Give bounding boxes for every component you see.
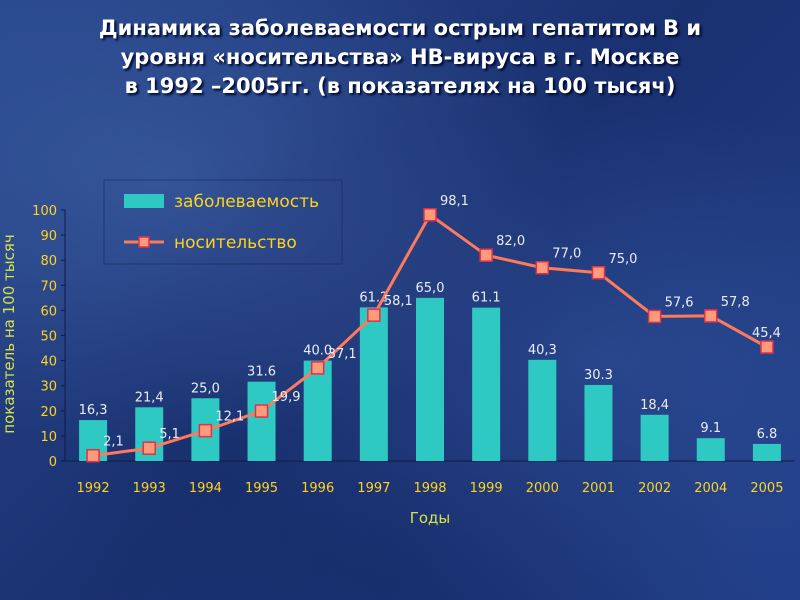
y-tick-label: 40 bbox=[40, 355, 57, 370]
title-line-3: в 1992 –2005гг. (в показателях на 100 ты… bbox=[124, 74, 676, 98]
bar-data-label: 18,4 bbox=[640, 398, 669, 413]
line-data-label: 82,0 bbox=[496, 234, 525, 249]
line-data-label: 45,4 bbox=[752, 326, 781, 341]
x-tick-label: 2001 bbox=[582, 481, 615, 496]
bar-data-label: 65,0 bbox=[416, 281, 445, 296]
bar bbox=[640, 414, 669, 461]
line-data-label: 2,1 bbox=[103, 435, 124, 450]
bar-data-label: 30.3 bbox=[584, 368, 613, 383]
legend-label-bars: заболеваемость bbox=[174, 192, 319, 212]
line-point bbox=[142, 441, 156, 455]
line-data-label: 12,1 bbox=[215, 410, 244, 425]
x-axis-title: Годы bbox=[410, 509, 451, 527]
bar-data-label: 61.1 bbox=[472, 291, 501, 306]
bar-data-label: 40,3 bbox=[528, 343, 557, 358]
line-data-label: 75,0 bbox=[608, 252, 637, 267]
line-data-label: 77,0 bbox=[552, 247, 581, 262]
x-tick-label: 1995 bbox=[245, 481, 278, 496]
x-tick-label: 2000 bbox=[526, 481, 559, 496]
legend-marker-swatch bbox=[138, 236, 150, 248]
bar-data-label: 21,4 bbox=[135, 390, 164, 405]
x-tick-label: 2005 bbox=[750, 481, 783, 496]
chart-title: Динамика заболеваемости острым гепатитом… bbox=[0, 14, 800, 101]
bar bbox=[303, 360, 332, 461]
x-tick-label: 1993 bbox=[133, 481, 166, 496]
line-point bbox=[198, 423, 213, 438]
x-tick-label: 2004 bbox=[694, 481, 727, 496]
line-point bbox=[86, 448, 100, 463]
title-line-1: Динамика заболеваемости острым гепатитом… bbox=[98, 16, 702, 40]
line-point bbox=[423, 208, 437, 222]
y-tick-label: 50 bbox=[40, 330, 57, 345]
line-data-label: 98,1 bbox=[440, 194, 469, 209]
bar-data-label: 6.8 bbox=[757, 427, 778, 442]
line-point bbox=[310, 361, 325, 375]
line-data-label: 19,9 bbox=[272, 390, 301, 405]
y-tick-label: 60 bbox=[40, 304, 57, 319]
y-tick-label: 80 bbox=[40, 254, 57, 269]
y-axis-title: показатель на 100 тысяч bbox=[0, 234, 18, 433]
bar-data-label: 31.6 bbox=[247, 365, 276, 380]
legend-bar-swatch bbox=[124, 194, 164, 208]
line-point bbox=[591, 266, 606, 280]
line-point bbox=[254, 404, 269, 418]
line-data-label: 57,6 bbox=[665, 295, 694, 310]
line-point bbox=[479, 248, 493, 262]
x-tick-label: 1994 bbox=[189, 481, 222, 496]
bar-data-label: 25,0 bbox=[191, 381, 220, 396]
x-tick-label: 1997 bbox=[357, 481, 390, 496]
bar bbox=[247, 381, 276, 461]
x-tick-label: 1998 bbox=[413, 481, 446, 496]
line-point bbox=[367, 308, 381, 322]
bar bbox=[416, 297, 444, 461]
y-tick-label: 70 bbox=[40, 279, 57, 294]
y-tick-label: 90 bbox=[40, 229, 57, 244]
line-point bbox=[704, 309, 718, 323]
bar-data-label: 9.1 bbox=[700, 421, 721, 436]
y-tick-label: 30 bbox=[40, 380, 57, 395]
x-tick-label: 1999 bbox=[470, 481, 503, 496]
x-tick-label: 2002 bbox=[638, 481, 671, 496]
bar bbox=[696, 438, 725, 461]
legend-label-line: носительство bbox=[174, 233, 297, 253]
bar bbox=[472, 307, 501, 461]
bar bbox=[528, 359, 557, 461]
bar bbox=[584, 384, 613, 461]
y-tick-label: 0 bbox=[49, 455, 57, 470]
y-tick-label: 20 bbox=[40, 405, 57, 420]
bar bbox=[752, 443, 781, 461]
line-point bbox=[760, 340, 774, 354]
line-point bbox=[535, 260, 550, 275]
line-data-label: 58,1 bbox=[384, 294, 413, 309]
title-line-2: уровня «носительства» НВ-вируса в г. Мос… bbox=[120, 45, 680, 69]
y-tick-label: 100 bbox=[32, 204, 57, 219]
y-tick-label: 10 bbox=[40, 430, 57, 445]
line-data-label: 37,1 bbox=[328, 347, 357, 362]
line-data-label: 57,8 bbox=[721, 295, 750, 310]
x-tick-label: 1992 bbox=[77, 481, 110, 496]
line-point bbox=[647, 309, 662, 324]
bar bbox=[359, 307, 388, 461]
line-data-label: 5,1 bbox=[159, 427, 180, 442]
legend: заболеваемость носительство bbox=[103, 179, 343, 265]
x-tick-label: 1996 bbox=[301, 481, 334, 496]
bar-data-label: 16,3 bbox=[79, 403, 108, 418]
bar-data-label: 40.0 bbox=[303, 344, 332, 359]
